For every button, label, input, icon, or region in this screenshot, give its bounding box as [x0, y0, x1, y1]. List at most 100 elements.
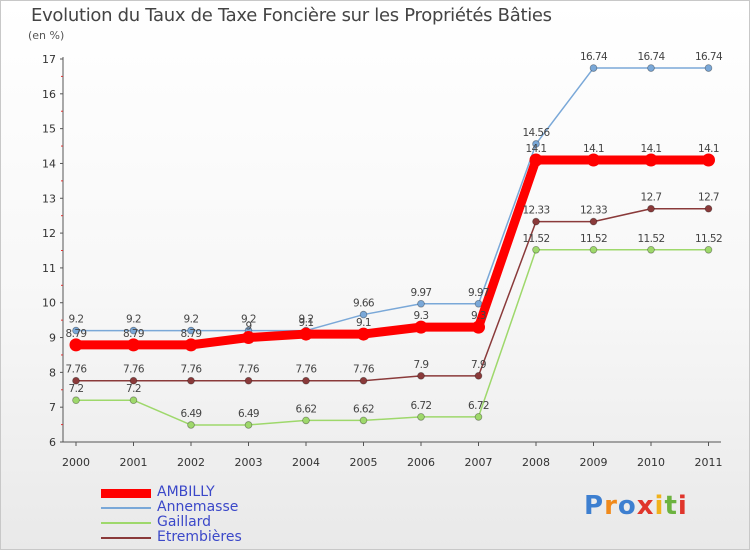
data-point [129, 396, 138, 405]
data-point [702, 153, 715, 167]
data-label: 7.76 [353, 364, 375, 376]
data-label: 9.1 [356, 317, 371, 329]
y-tick-label: 16 [42, 88, 56, 101]
x-tick-label: 2001 [120, 456, 148, 469]
data-label: 14.1 [526, 143, 547, 155]
data-point [359, 416, 368, 425]
data-label: 9.3 [414, 310, 429, 322]
data-label: 6.49 [181, 408, 202, 420]
data-point [532, 217, 540, 226]
y-tick-label: 15 [42, 123, 56, 136]
data-point [359, 376, 368, 385]
data-point [644, 153, 658, 167]
data-label: 7.76 [66, 364, 88, 376]
y-tick-label: 17 [42, 53, 56, 66]
logo-letter: P [584, 491, 605, 521]
y-tick-label: 7 [49, 401, 56, 414]
data-label: 9.2 [184, 314, 199, 326]
data-point [244, 421, 253, 429]
series-line-ambilly [71, 155, 713, 350]
data-label: 7.2 [126, 383, 141, 395]
data-label: 16.74 [695, 51, 723, 63]
data-point [302, 416, 310, 425]
data-label: 16.74 [637, 51, 665, 63]
data-point [704, 246, 713, 254]
logo-letter: x [636, 491, 655, 521]
axes: 6 7 8 9 10 11 12 13 14 15 16 17 2000 2001 2002 2003 2004… [42, 53, 723, 469]
y-tick-label: 11 [42, 262, 56, 275]
data-label: 9.66 [353, 298, 375, 310]
data-point [589, 217, 598, 226]
data-label: 6.62 [296, 403, 317, 415]
data-point [474, 299, 483, 308]
x-tick-label: 2010 [637, 456, 665, 469]
data-label: 8.79 [66, 328, 87, 340]
x-tick-label: 2005 [350, 456, 378, 469]
data-label: 7.76 [296, 364, 318, 376]
data-label: 7.2 [69, 383, 84, 395]
data-label: 14.56 [522, 127, 550, 139]
data-label: 12.33 [580, 205, 607, 217]
data-point [242, 331, 255, 345]
data-label: 9.97 [411, 287, 432, 299]
data-point [589, 246, 598, 254]
data-label: 6.72 [468, 400, 489, 412]
x-tick-label: 2009 [580, 456, 608, 469]
data-label: 11.52 [522, 233, 549, 245]
data-point [587, 153, 600, 167]
data-label: 9.3 [471, 310, 486, 322]
data-label: 9 [245, 321, 251, 333]
data-label: 6.62 [353, 403, 374, 415]
data-point [532, 140, 540, 148]
data-label: 9.97 [468, 287, 489, 299]
series-layer [69, 64, 715, 429]
data-point [187, 326, 195, 335]
chart-title: Evolution du Taux de Taxe Foncière sur l… [31, 5, 552, 26]
data-point [417, 372, 425, 380]
data-point [187, 376, 195, 385]
data-point [72, 396, 80, 405]
data-label: 6.49 [238, 408, 259, 420]
data-point [244, 376, 253, 385]
y-tick-label: 14 [42, 157, 56, 170]
data-point [589, 64, 598, 72]
data-point [69, 338, 83, 352]
data-label: 7.9 [414, 359, 429, 371]
x-tick-label: 2002 [177, 456, 205, 469]
data-point [647, 204, 655, 213]
data-label: 9.2 [69, 314, 84, 326]
data-point [417, 413, 425, 421]
x-tick-label: 2003 [235, 456, 263, 469]
data-point [704, 64, 713, 72]
data-label: 7.76 [123, 364, 145, 376]
x-tick-label: 2004 [292, 456, 320, 469]
data-label: 8.79 [123, 328, 144, 340]
data-label: 12.33 [522, 205, 549, 217]
data-point [72, 376, 80, 385]
x-tick-label: 2007 [465, 456, 493, 469]
data-label: 9.2 [241, 314, 256, 326]
y-tick-label: 12 [42, 227, 56, 240]
legend-label: Annemasse [157, 499, 239, 515]
series-line-gaillard [75, 249, 710, 426]
data-label: 9.2 [299, 314, 314, 326]
data-label: 7.9 [471, 359, 486, 371]
data-label: 14.1 [641, 143, 662, 155]
x-tick-label: 2011 [695, 456, 723, 469]
data-point [299, 327, 313, 341]
data-point [414, 320, 428, 334]
x-tick-label: 2006 [407, 456, 435, 469]
data-point [474, 372, 483, 380]
y-tick-label: 6 [49, 436, 56, 449]
data-point [472, 320, 485, 334]
legend-label: AMBILLY [157, 484, 215, 500]
data-point [302, 376, 310, 385]
data-label: 14.1 [698, 143, 719, 155]
data-point [417, 299, 425, 308]
logo-letter: i [654, 491, 665, 521]
legend-label: Gaillard [157, 514, 212, 530]
series-line-etrembières [75, 207, 710, 382]
data-label: 12.7 [641, 192, 662, 204]
data-label: 12.7 [698, 192, 719, 204]
